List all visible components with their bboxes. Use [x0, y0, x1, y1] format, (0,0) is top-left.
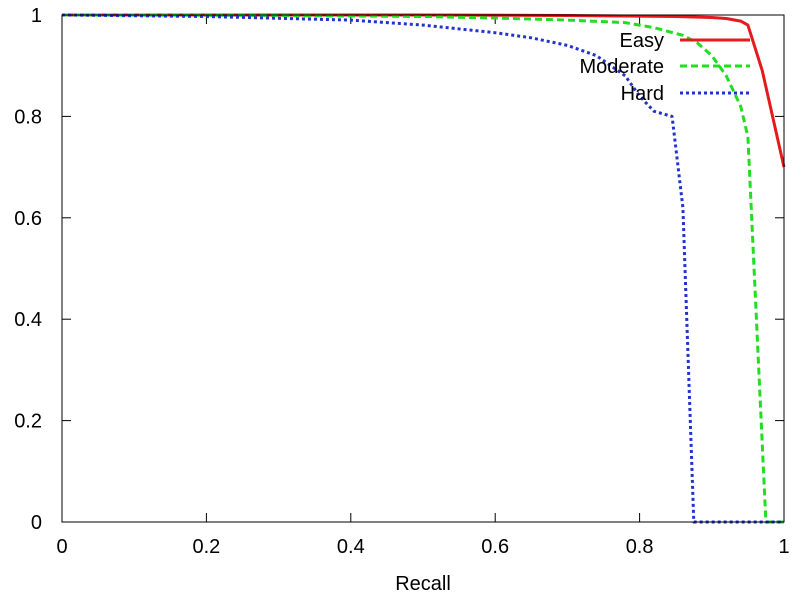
series-layer: [61, 13, 786, 524]
x-tick-label: 0.4: [337, 536, 365, 558]
x-tick-label: 1: [778, 536, 789, 558]
y-tick-label: 0.8: [14, 106, 42, 128]
y-tick-label: 0: [31, 512, 42, 534]
series-line-easy: [62, 13, 786, 168]
x-tick-label: 0.2: [192, 536, 220, 558]
legend-label-moderate: Moderate: [580, 56, 665, 78]
tick-layer: 0 0.2 0.4 0.6 0.8 1 0 0.2 0.4 0.6 0.8 1: [14, 5, 789, 558]
x-axis-title: Recall: [395, 573, 451, 595]
series-line-hard: [61, 13, 784, 524]
x-tick-label: 0.6: [481, 536, 509, 558]
x-tick-label: 0.8: [626, 536, 654, 558]
plot-frame: [61, 14, 785, 523]
legend-label-easy: Easy: [620, 30, 664, 52]
legend-label-hard: Hard: [621, 83, 664, 105]
x-tick-label: 0: [56, 536, 67, 558]
y-tick-label: 0.6: [14, 208, 42, 230]
legend: Easy Moderate Hard: [580, 30, 750, 105]
series-line-moderate: [61, 13, 784, 524]
y-tick-label: 1: [31, 5, 42, 27]
y-tick-label: 0.2: [14, 411, 42, 433]
y-tick-label: 0.4: [14, 309, 42, 331]
